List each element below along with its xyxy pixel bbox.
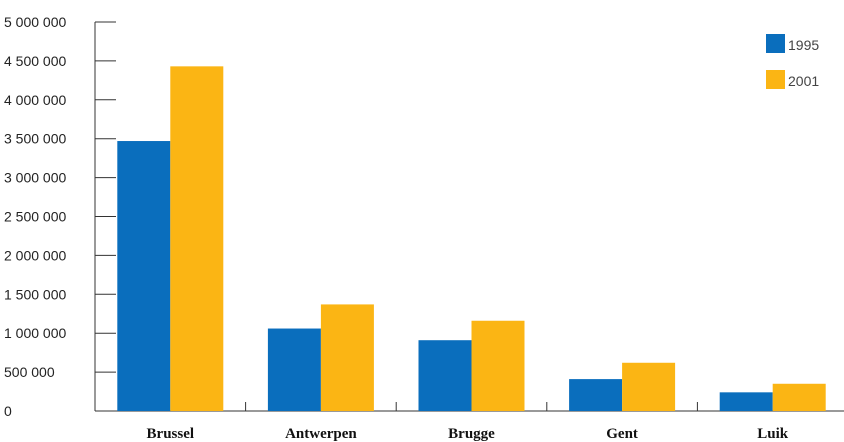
legend-swatch-1995 [766,34,785,53]
bar-1995-brussel [117,141,170,411]
bar-1995-brugge [419,340,472,411]
bars [117,66,825,411]
legend-label-2001: 2001 [788,73,819,89]
bar-2001-antwerpen [321,304,374,411]
y-tick-label: 500 000 [4,364,55,380]
y-tick-label: 3 000 000 [4,170,66,186]
y-tick-label: 1 000 000 [4,325,66,341]
bar-2001-brussel [170,66,223,411]
y-tick-label: 5 000 000 [4,14,66,30]
legend: 1995 2001 [766,34,819,89]
x-axis-labels: Brussel Antwerpen Brugge Gent Luik [147,426,789,442]
bar-2001-gent [622,363,675,411]
y-tick-label: 0 [4,403,12,419]
bar-1995-luik [720,392,773,411]
y-tick-label: 1 500 000 [4,286,66,302]
y-axis-ticks: 0 500 000 1 000 000 1 500 000 2 000 000 2 500… [4,14,116,419]
y-tick-label: 2 500 000 [4,209,66,225]
y-tick-label: 2 000 000 [4,247,66,263]
x-category-label: Antwerpen [285,426,357,442]
bar-1995-gent [569,379,622,411]
x-category-label: Gent [606,426,638,442]
x-category-label: Brugge [448,426,495,442]
x-category-label: Brussel [147,426,195,442]
legend-swatch-2001 [766,70,785,89]
bar-2001-luik [773,384,826,411]
bar-1995-antwerpen [268,329,321,411]
legend-label-1995: 1995 [788,37,819,53]
y-tick-label: 4 000 000 [4,92,66,108]
bar-2001-brugge [472,321,525,411]
y-tick-label: 4 500 000 [4,53,66,69]
x-category-label: Luik [757,426,789,442]
y-tick-label: 3 500 000 [4,131,66,147]
